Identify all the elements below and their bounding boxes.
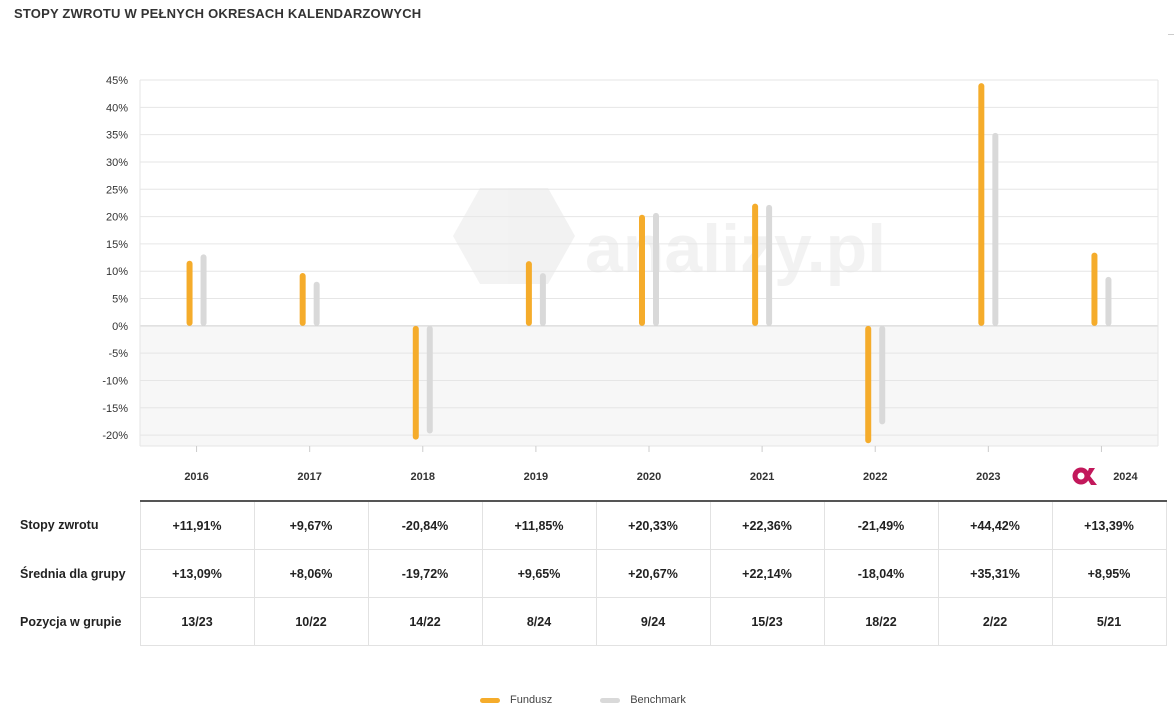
y-tick-label: -15%: [102, 403, 128, 415]
ok-logo-icon: [1072, 467, 1097, 485]
table-cell: 15/23: [709, 597, 824, 646]
y-tick-label: -10%: [102, 375, 128, 387]
y-tick-label: 10%: [106, 266, 128, 278]
y-tick-label: 15%: [106, 239, 128, 251]
y-tick-label: 40%: [106, 102, 128, 114]
chart-title: STOPY ZWROTU W PEŁNYCH OKRESACH KALENDAR…: [14, 6, 422, 21]
y-axis-ticks: 45% 40% 35% 30% 25% 20% 15% 10% 5% 0% -5% -10% -15% -…: [102, 75, 128, 442]
table-cell: +22,14%: [709, 549, 824, 598]
table-row: Średnia dla grupy +13,09% +8,06% -19,72% +9,…: [0, 549, 1167, 598]
grid: [139, 79, 1159, 447]
x-tick-label: 2022: [863, 471, 887, 483]
watermark-text: analizy.pl: [585, 211, 886, 287]
table-row: Pozycja w grupie 13/23 10/22 14/22 8/24 9/24 1…: [0, 597, 1167, 646]
chart-background: [140, 325, 1158, 446]
table-cell: 13/23: [139, 597, 254, 646]
table-cell: -21,49%: [823, 500, 938, 550]
table-cell: 2/22: [937, 597, 1052, 646]
legend: Fundusz Benchmark: [480, 694, 686, 706]
table-cell: +9,67%: [253, 500, 368, 550]
stats-table: Stopy zwrotu +11,91% +9,67% -20,84% +11,85% +…: [0, 500, 1167, 646]
x-tick-label: 2019: [524, 471, 548, 483]
legend-item-benchmark[interactable]: Benchmark: [600, 694, 686, 706]
table-cell: 18/22: [823, 597, 938, 646]
x-tick-label: 2023: [976, 471, 1000, 483]
corner-divider: [1168, 34, 1174, 35]
table-cell: +44,42%: [937, 500, 1052, 550]
y-tick-label: 35%: [106, 130, 128, 142]
x-tick-label: 2016: [184, 471, 208, 483]
table-cell: 10/22: [253, 597, 368, 646]
watermark: analizy.pl: [453, 188, 886, 287]
legend-item-fund[interactable]: Fundusz: [480, 694, 552, 706]
x-tick-label: 2020: [637, 471, 661, 483]
table-cell: -18,04%: [823, 549, 938, 598]
table-cell: +13,09%: [139, 549, 254, 598]
table-cell: +8,95%: [1051, 549, 1167, 598]
table-cell: +35,31%: [937, 549, 1052, 598]
row-label: Średnia dla grupy: [20, 566, 126, 581]
table-cell: 5/21: [1051, 597, 1167, 646]
y-tick-label: 30%: [106, 157, 128, 169]
row-label: Pozycja w grupie: [20, 614, 122, 629]
x-axis-ticks: 2016 2017 2018 2019 2020 2021 2022 2023 2024: [184, 446, 1139, 483]
table-cell: 8/24: [481, 597, 596, 646]
table-cell: +20,67%: [595, 549, 710, 598]
y-tick-label: 20%: [106, 212, 128, 224]
table-cell: +22,36%: [709, 500, 824, 550]
x-tick-label: 2017: [297, 471, 321, 483]
table-cell: +9,65%: [481, 549, 596, 598]
y-tick-label: -20%: [102, 430, 128, 442]
table-cell: 9/24: [595, 597, 710, 646]
table-row: Stopy zwrotu +11,91% +9,67% -20,84% +11,85% +…: [0, 500, 1167, 550]
legend-label-fund: Fundusz: [510, 694, 553, 706]
y-tick-label: 25%: [106, 184, 128, 196]
y-tick-label: 45%: [106, 75, 128, 87]
table-cell: +8,06%: [253, 549, 368, 598]
table-cell: +11,85%: [481, 500, 596, 550]
table-cell: 14/22: [367, 597, 482, 646]
y-tick-label: -5%: [108, 348, 128, 360]
bar-chart: analizy.pl 45% 40% 35% 30% 25% 20% 15% 10% 5% 0% -…: [102, 75, 1159, 485]
row-label: Stopy zwrotu: [20, 518, 99, 533]
bars: [186, 83, 1112, 444]
table-cell: +20,33%: [595, 500, 710, 550]
y-tick-label: 5%: [112, 294, 128, 306]
legend-label-benchmark: Benchmark: [630, 694, 686, 706]
x-tick-label: 2021: [750, 471, 774, 483]
watermark-hexagon: [453, 188, 575, 284]
table-cell: -19,72%: [367, 549, 482, 598]
negative-zone: [140, 325, 1158, 446]
legend-swatch-benchmark: [600, 697, 621, 703]
table-cell: +11,91%: [139, 500, 254, 550]
table-cell: -20,84%: [367, 500, 482, 550]
x-tick-label: 2024: [1113, 471, 1138, 483]
table-cell: +13,39%: [1051, 500, 1167, 550]
legend-swatch-fund: [480, 697, 500, 703]
y-tick-label: 0%: [112, 321, 128, 333]
x-tick-label: 2018: [411, 471, 435, 483]
